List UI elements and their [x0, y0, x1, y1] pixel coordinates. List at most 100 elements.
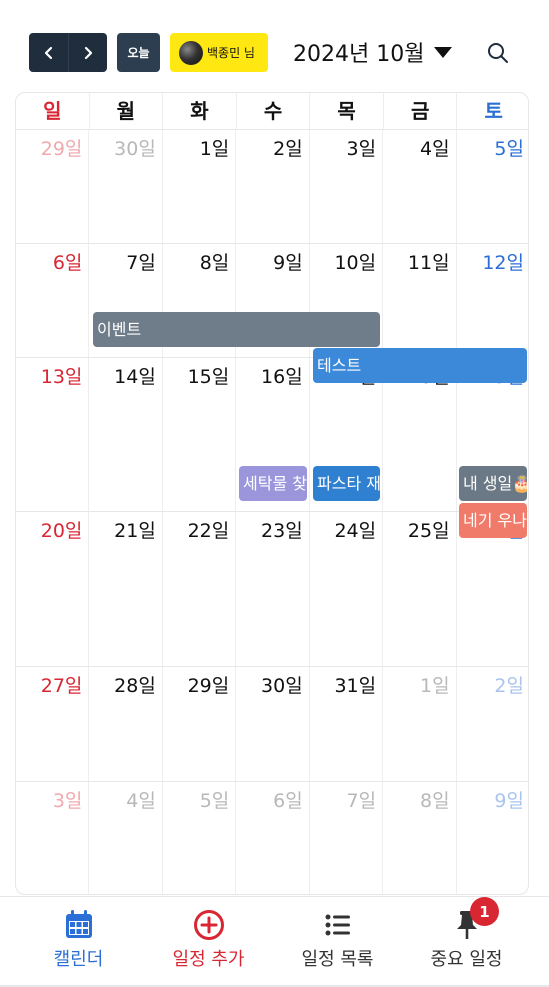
- day-cell[interactable]: 3일: [310, 130, 384, 243]
- month-nav-group: [29, 33, 107, 72]
- next-month-button[interactable]: [68, 33, 107, 72]
- day-cell[interactable]: 10일: [310, 244, 384, 357]
- day-number: 14일: [114, 366, 156, 388]
- week-row: 20일21일22일23일24일25일26일: [16, 512, 528, 667]
- day-number: 6일: [273, 790, 303, 812]
- day-number: 8일: [199, 252, 230, 274]
- month-selector[interactable]: 2024년 10월: [293, 36, 453, 68]
- day-number: 15일: [187, 366, 230, 388]
- calendar-event[interactable]: 세탁물 찾기: [239, 466, 307, 501]
- day-number: 1일: [419, 675, 450, 697]
- day-cell[interactable]: 9일: [457, 782, 528, 894]
- user-profile-chip[interactable]: 백종민 님: [170, 33, 268, 72]
- nav-add-event[interactable]: 일정 추가: [140, 909, 277, 971]
- month-title: 2024년 10월: [293, 42, 425, 67]
- day-number: 7일: [346, 790, 377, 812]
- day-cell[interactable]: 5일: [457, 130, 528, 243]
- day-cell[interactable]: 8일: [163, 244, 237, 357]
- nav-calendar-label: 캘린더: [53, 949, 104, 970]
- week-row: 3일 4일 5일 6일 7일 8일 9일: [16, 782, 528, 894]
- day-cell[interactable]: 27일: [16, 667, 90, 781]
- day-cell[interactable]: 23일: [236, 512, 310, 666]
- day-cell[interactable]: 24일: [310, 512, 384, 666]
- weekday-sat: 토: [484, 99, 503, 123]
- day-cell[interactable]: 22일: [163, 512, 237, 666]
- day-number: 12일: [482, 252, 524, 274]
- day-cell[interactable]: 5일: [163, 782, 237, 894]
- day-cell[interactable]: 29일: [16, 130, 90, 243]
- day-cell[interactable]: 20일: [16, 512, 90, 666]
- plus-circle-icon: [193, 910, 224, 940]
- day-number: 20일: [40, 520, 83, 542]
- weekday-mon: 월: [90, 93, 164, 129]
- day-cell[interactable]: 6일: [236, 782, 310, 894]
- day-number: 6일: [52, 252, 83, 274]
- day-number: 4일: [126, 790, 156, 812]
- search-icon[interactable]: [486, 41, 510, 65]
- day-cell[interactable]: 3일: [16, 782, 90, 894]
- day-cell[interactable]: 14일: [89, 358, 163, 511]
- day-cell[interactable]: 4일: [89, 782, 163, 894]
- day-number: 3일: [346, 138, 377, 160]
- day-cell[interactable]: 25일: [383, 512, 457, 666]
- day-cell[interactable]: 11일: [383, 244, 457, 357]
- nav-add-event-label: 일정 추가: [172, 949, 245, 970]
- prev-month-button[interactable]: [29, 33, 68, 72]
- day-cell[interactable]: 30일: [236, 667, 310, 781]
- calendar-header: 오늘 백종민 님 2024년 10월: [0, 0, 549, 92]
- today-button[interactable]: 오늘: [117, 33, 160, 72]
- day-cell[interactable]: 9일: [236, 244, 310, 357]
- day-cell[interactable]: 6일: [16, 244, 90, 357]
- day-number: 8일: [419, 790, 450, 812]
- weekday-fri: 금: [384, 93, 458, 129]
- month-calendar: 일 월 화 수 목 금 토 29일 30일 1일 2일 3일 4일 5일 6일 7일 8일 9일 10…: [15, 92, 529, 895]
- day-number: 24일: [334, 520, 377, 542]
- day-cell[interactable]: 1일: [163, 130, 237, 243]
- day-number: 2일: [273, 138, 303, 160]
- day-number: 5일: [199, 790, 230, 812]
- day-cell[interactable]: 8일: [383, 782, 457, 894]
- week-row: 27일 28일 29일 30일 31일 1일 2일: [16, 667, 528, 782]
- day-cell[interactable]: 12일: [457, 244, 528, 357]
- day-cell[interactable]: 21일: [89, 512, 163, 666]
- day-number: 9일: [273, 252, 303, 274]
- day-cell[interactable]: 29일: [163, 667, 237, 781]
- weekday-tue: 화: [163, 93, 237, 129]
- day-number: 29일: [187, 675, 230, 697]
- day-cell[interactable]: 13일: [16, 358, 90, 511]
- calendar-event[interactable]: 이벤트: [93, 312, 380, 347]
- day-cell[interactable]: 7일: [89, 244, 163, 357]
- calendar-icon: [65, 910, 92, 938]
- calendar-event[interactable]: 내 생일🎂: [459, 466, 527, 501]
- day-number: 5일: [494, 138, 524, 160]
- week-row: 29일 30일 1일 2일 3일 4일 5일: [16, 130, 528, 244]
- day-cell[interactable]: 16일: [236, 358, 310, 511]
- calendar-event[interactable]: 파스타 재료: [313, 466, 380, 501]
- day-cell[interactable]: 7일: [310, 782, 384, 894]
- calendar-event[interactable]: 네기 우나기: [459, 503, 527, 538]
- day-cell[interactable]: 28일: [89, 667, 163, 781]
- day-cell[interactable]: 1일: [383, 667, 457, 781]
- day-number: 7일: [126, 252, 156, 274]
- day-cell[interactable]: 2일: [457, 667, 528, 781]
- day-cell[interactable]: 4일: [383, 130, 457, 243]
- weekday-header: 일 월 화 수 목 금 토: [16, 93, 528, 130]
- bottom-divider: [0, 985, 549, 987]
- day-number: 16일: [261, 366, 303, 388]
- nav-calendar[interactable]: 캘린더: [10, 909, 147, 971]
- day-number: 30일: [261, 675, 303, 697]
- day-cell[interactable]: 31일: [310, 667, 384, 781]
- day-cell[interactable]: 15일: [163, 358, 237, 511]
- day-number: 29일: [40, 138, 83, 160]
- day-number: 11일: [407, 252, 450, 274]
- day-cell[interactable]: 2일: [236, 130, 310, 243]
- day-cell[interactable]: 30일: [89, 130, 163, 243]
- week-row: 6일 7일 8일 9일 10일 11일 12일: [16, 244, 528, 358]
- calendar-event[interactable]: 테스트: [313, 348, 527, 383]
- user-name: 백종민 님: [207, 46, 255, 60]
- day-number: 31일: [334, 675, 377, 697]
- day-number: 9일: [494, 790, 524, 812]
- nav-important[interactable]: 중요 일정: [398, 909, 535, 971]
- caret-down-icon: [434, 46, 453, 58]
- nav-event-list[interactable]: 일정 목록: [269, 909, 406, 971]
